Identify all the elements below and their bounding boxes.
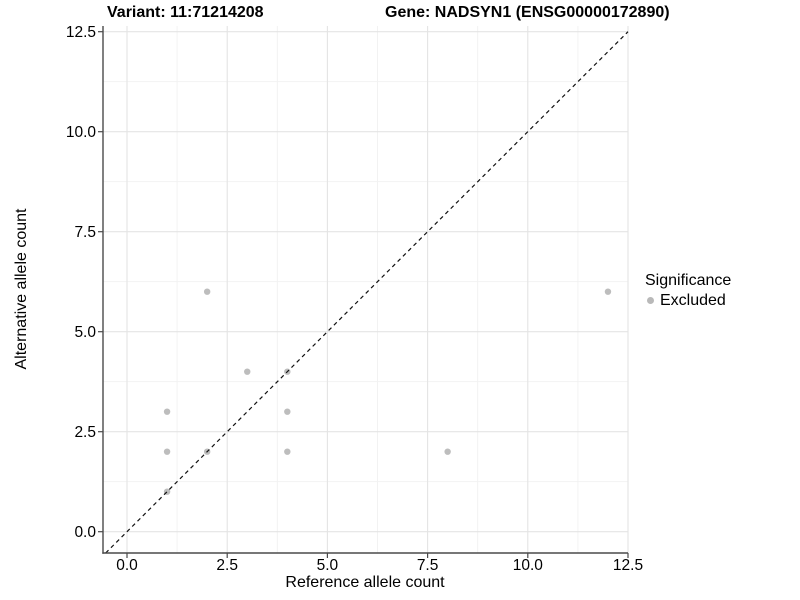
y-tick-label: 7.5 (74, 224, 96, 241)
y-tick-label: 10.0 (66, 124, 97, 141)
plot-title-gene: Gene: NADSYN1 (ENSG00000172890) (385, 4, 670, 21)
x-tick-label: 5.0 (317, 557, 339, 574)
y-tick-label: 0.0 (74, 524, 96, 541)
x-tick-label: 12.5 (613, 557, 643, 574)
legend: Significance Excluded (645, 272, 731, 309)
x-tick-label: 0.0 (116, 557, 138, 574)
x-tick-label: 2.5 (216, 557, 238, 574)
data-point (284, 448, 291, 455)
data-point (163, 448, 171, 455)
legend-title: Significance (645, 272, 732, 289)
y-tick-label: 2.5 (74, 424, 96, 441)
x-tick-label: 10.0 (513, 557, 544, 574)
plot-title-variant: Variant: 11:71214208 (107, 4, 264, 21)
identity-line (105, 31, 629, 554)
y-tick-label: 5.0 (74, 324, 96, 341)
legend-item-excluded: Excluded (645, 292, 731, 309)
data-point (604, 288, 612, 295)
y-tick-label: 12.5 (66, 24, 96, 41)
data-point (244, 368, 251, 375)
y-axis-title: Alternative allele count (13, 208, 30, 370)
data-point (163, 408, 171, 415)
data-point (203, 288, 211, 295)
legend-point-icon (647, 297, 654, 304)
x-axis-title: Reference allele count (285, 574, 445, 591)
data-point (284, 408, 291, 415)
legend-item-label: Excluded (660, 292, 726, 309)
x-tick-label: 7.5 (417, 557, 439, 574)
data-point (444, 448, 451, 455)
